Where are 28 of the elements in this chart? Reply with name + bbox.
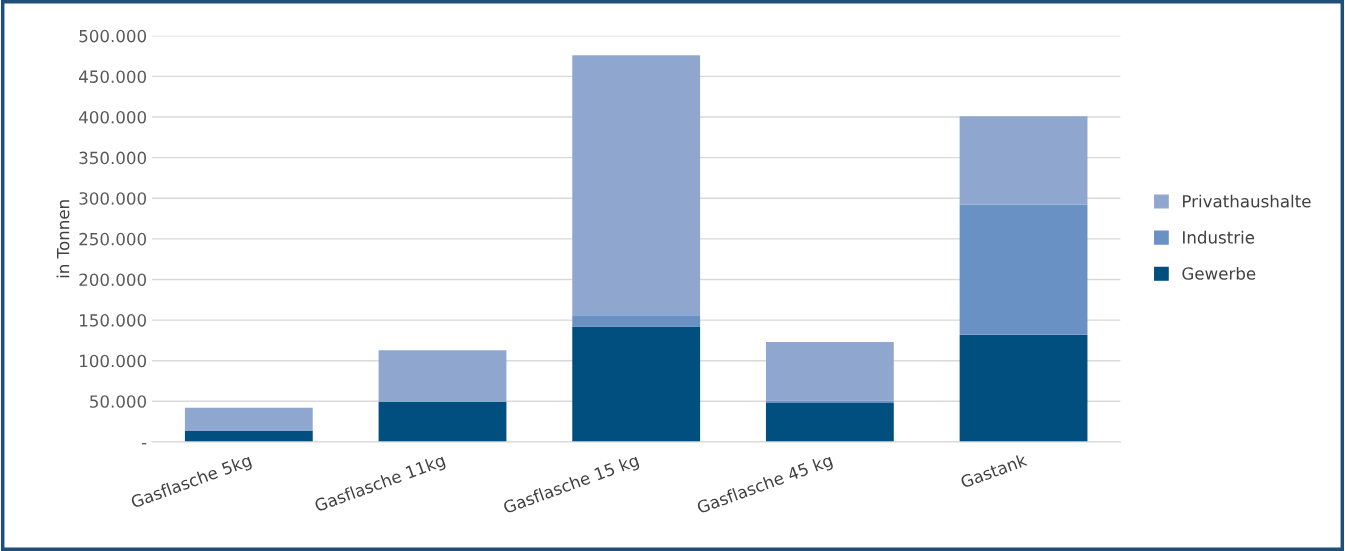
y-tick-label: 250.000 <box>79 232 147 246</box>
y-tick-label: - <box>141 443 147 445</box>
bar <box>378 402 507 442</box>
y-tick-label: 150.000 <box>80 314 147 327</box>
bar <box>765 342 894 401</box>
y-tick-label: 350.000 <box>79 151 147 165</box>
bar <box>572 326 701 442</box>
y-tick-label: 500.000 <box>79 29 147 43</box>
legend-label: Privathaushalte <box>1183 194 1311 208</box>
y-axis-title: in Tonnen <box>56 200 70 278</box>
legend-label: Industrie <box>1183 230 1255 244</box>
bar <box>959 116 1088 205</box>
bar <box>572 55 701 316</box>
y-tick-label: 100.000 <box>80 354 147 368</box>
bar <box>765 402 894 442</box>
y-tick-label: 400.000 <box>79 110 147 124</box>
bar <box>765 400 894 403</box>
y-tick-label: 300.000 <box>79 192 147 205</box>
bar <box>959 204 1088 335</box>
legend-label: Gewerbe <box>1182 266 1256 280</box>
bar <box>572 315 701 327</box>
y-tick-label: 200.000 <box>79 273 147 287</box>
bar <box>959 334 1088 442</box>
y-tick-label: 450.000 <box>79 70 147 83</box>
bar <box>184 407 313 431</box>
bar <box>378 350 507 403</box>
bar <box>184 430 313 442</box>
y-tick-label: 50.000 <box>90 395 147 408</box>
